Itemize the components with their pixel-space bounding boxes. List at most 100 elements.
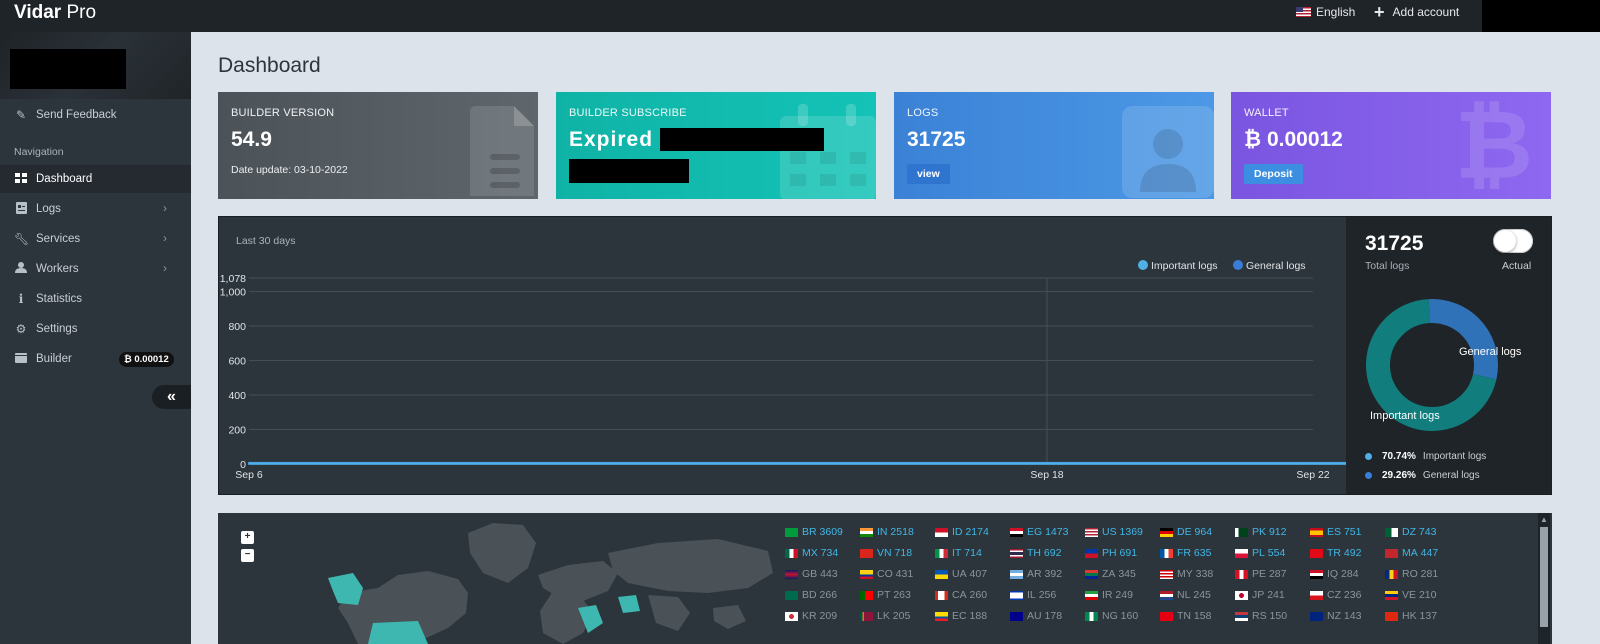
brand-logo[interactable]: Vidar Pro (14, 2, 97, 23)
country-stat-ng[interactable]: NG 160 (1085, 610, 1185, 623)
country-stat-iq[interactable]: IQ 284 (1310, 568, 1410, 581)
country-stat-ua[interactable]: UA 407 (935, 568, 1035, 581)
country-stat-co[interactable]: CO 431 (860, 568, 960, 581)
country-stat-ma[interactable]: MA 447 (1385, 547, 1485, 560)
sidebar-item-logs[interactable]: Logs › (0, 195, 191, 223)
country-count: 2518 (890, 526, 914, 538)
country-stat-ar[interactable]: AR 392 (1010, 568, 1110, 581)
country-count: 447 (1420, 547, 1439, 559)
sidebar-item-dashboard[interactable]: Dashboard (0, 165, 191, 193)
sidebar-item-label: Builder (36, 353, 72, 365)
country-code: MX (802, 547, 818, 559)
country-count: 205 (892, 610, 911, 622)
country-stat-eg[interactable]: EG 1473 (1010, 526, 1110, 539)
country-stat-ir[interactable]: IR 249 (1085, 589, 1185, 602)
legend-label: General logs (1246, 260, 1306, 272)
country-stat-nz[interactable]: NZ 143 (1310, 610, 1410, 623)
deposit-button[interactable]: Deposit (1244, 164, 1303, 184)
sidebar-item-services[interactable]: 🔧︎ Services › (0, 225, 191, 253)
country-stat-id[interactable]: ID 2174 (935, 526, 1035, 539)
flag-br-icon (785, 528, 798, 537)
country-stat-br[interactable]: BR 3609 (785, 526, 885, 539)
country-stat-il[interactable]: IL 256 (1010, 589, 1110, 602)
country-stat-pt[interactable]: PT 263 (860, 589, 960, 602)
country-stat-ec[interactable]: EC 188 (935, 610, 1035, 623)
country-stat-ve[interactable]: VE 210 (1385, 589, 1485, 602)
language-selector[interactable]: English (1296, 4, 1355, 20)
country-stat-mx[interactable]: MX 734 (785, 547, 885, 560)
country-code: CZ (1327, 589, 1341, 601)
card-label: LOGS (907, 107, 939, 119)
sidebar-item-label: Statistics (36, 293, 83, 305)
country-stat-au[interactable]: AU 178 (1010, 610, 1110, 623)
scrollbar-thumb[interactable] (1540, 527, 1548, 627)
flag-mx-icon (785, 549, 798, 558)
country-stat-it[interactable]: IT 714 (935, 547, 1035, 560)
country-stat-cz[interactable]: CZ 236 (1310, 589, 1410, 602)
scroll-up-icon[interactable]: ▲ (1540, 515, 1548, 524)
country-stat-gb[interactable]: GB 443 (785, 568, 885, 581)
world-map (328, 523, 773, 644)
country-stat-hk[interactable]: HK 137 (1385, 610, 1485, 623)
zoom-in-button[interactable]: + (241, 531, 254, 544)
country-code: IT (952, 547, 962, 559)
country-stat-fr[interactable]: FR 635 (1160, 547, 1260, 560)
country-stat-vn[interactable]: VN 718 (860, 547, 960, 560)
country-stat-ph[interactable]: PH 691 (1085, 547, 1185, 560)
country-stat-tr[interactable]: TR 492 (1310, 547, 1410, 560)
country-stat-de[interactable]: DE 964 (1160, 526, 1260, 539)
donut-label: General logs (1459, 346, 1522, 358)
sidebar-item-statistics[interactable]: i Statistics (0, 285, 191, 313)
country-stat-my[interactable]: MY 338 (1160, 568, 1260, 581)
country-count: 260 (969, 589, 988, 601)
country-stat-ca[interactable]: CA 260 (935, 589, 1035, 602)
chevron-right-icon: › (163, 261, 167, 275)
country-count: 241 (1267, 589, 1285, 601)
country-stat-rs[interactable]: RS 150 (1235, 610, 1335, 623)
series-area-general-logs (248, 461, 1346, 465)
collapse-sidebar-button[interactable]: « (152, 385, 191, 409)
legend-dot-icon (1365, 472, 1372, 479)
actual-toggle[interactable] (1493, 229, 1533, 253)
send-feedback-link[interactable]: ✎ Send Feedback (0, 101, 191, 129)
country-stat-nl[interactable]: NL 245 (1160, 589, 1260, 602)
country-stat-pl[interactable]: PL 554 (1235, 547, 1335, 560)
country-stat-th[interactable]: TH 692 (1010, 547, 1110, 560)
country-count: 178 (1044, 610, 1063, 622)
country-code: CO (877, 568, 893, 580)
sidebar-item-settings[interactable]: ⚙ Settings (0, 315, 191, 343)
country-stat-pe[interactable]: PE 287 (1235, 568, 1335, 581)
country-stat-dz[interactable]: DZ 743 (1385, 526, 1485, 539)
add-account-button[interactable]: + Add account (1374, 3, 1459, 21)
country-stat-kr[interactable]: KR 209 (785, 610, 885, 623)
country-code: TH (1027, 547, 1041, 559)
sidebar-item-workers[interactable]: Workers › (0, 255, 191, 283)
stats-side-panel: 31725 Total logs Actual General logs Impo… (1346, 217, 1551, 494)
chevron-right-icon: › (163, 231, 167, 245)
country-stat-tn[interactable]: TN 158 (1160, 610, 1260, 623)
x-tick-label: Sep 6 (235, 469, 263, 481)
map-panel-scrollbar[interactable]: ▲ (1538, 513, 1550, 644)
country-code: IL (1027, 589, 1036, 601)
y-tick-label: 0 (240, 459, 246, 471)
flag-au-icon (1010, 612, 1023, 621)
country-stat-lk[interactable]: LK 205 (860, 610, 960, 623)
country-stat-ro[interactable]: RO 281 (1385, 568, 1485, 581)
country-count: 964 (1194, 526, 1213, 538)
country-stat-jp[interactable]: JP 241 (1235, 589, 1335, 602)
country-count: 281 (1420, 568, 1439, 580)
country-count: 492 (1343, 547, 1362, 559)
flag-ec-icon (935, 612, 948, 621)
country-stat-za[interactable]: ZA 345 (1085, 568, 1185, 581)
country-stat-bd[interactable]: BD 266 (785, 589, 885, 602)
country-stat-es[interactable]: ES 751 (1310, 526, 1410, 539)
flag-gb-icon (785, 570, 798, 579)
country-stat-us[interactable]: US 1369 (1085, 526, 1185, 539)
country-stat-pk[interactable]: PK 912 (1235, 526, 1335, 539)
sidebar-item-builder[interactable]: Builder ₿ 0.00012 (0, 345, 191, 373)
country-stat-in[interactable]: IN 2518 (860, 526, 960, 539)
view-logs-button[interactable]: view (907, 164, 950, 184)
y-tick-label: 400 (228, 390, 246, 402)
us-flag-icon (1296, 7, 1311, 17)
zoom-out-button[interactable]: − (241, 549, 254, 562)
